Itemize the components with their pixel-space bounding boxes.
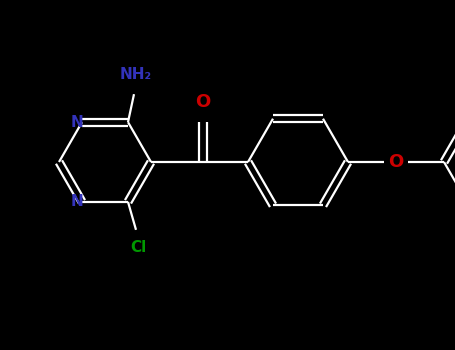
Text: O: O xyxy=(195,93,211,111)
Text: N: N xyxy=(71,115,83,130)
Text: N: N xyxy=(71,194,83,209)
Text: NH₂: NH₂ xyxy=(120,66,152,82)
Text: Cl: Cl xyxy=(130,240,146,256)
Text: O: O xyxy=(389,153,404,171)
